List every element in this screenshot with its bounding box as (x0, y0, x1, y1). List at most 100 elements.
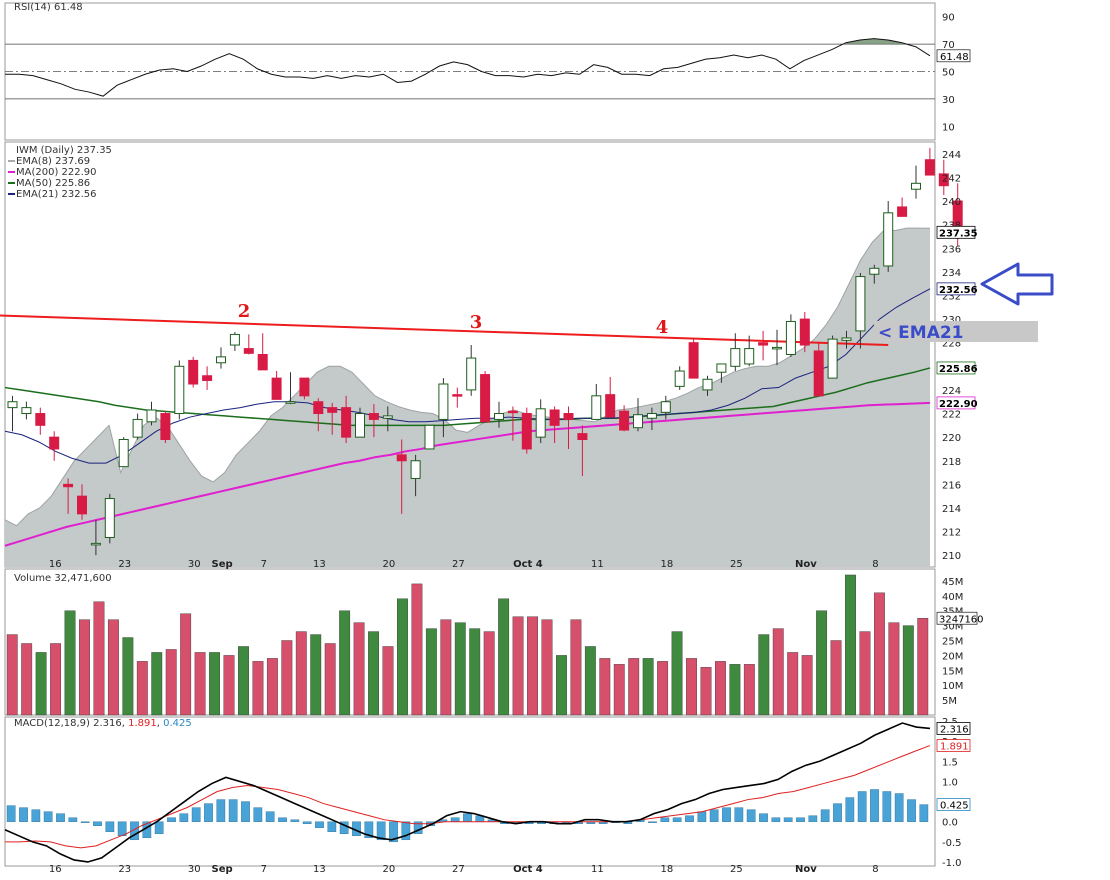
volume-bar (787, 652, 799, 716)
candle-body (772, 346, 782, 350)
volume-bar (310, 634, 322, 716)
candle-body (202, 375, 213, 381)
x-label-18-bottom: 18 (661, 864, 674, 875)
macd-legend-hist: 0.425 (163, 718, 192, 729)
volume-bar (252, 661, 264, 716)
price-tick-218: 218 (942, 457, 961, 468)
ma200-value-label: 222.90 (939, 399, 978, 410)
volume-last-label: 3247160 (939, 614, 984, 625)
volume-bar (368, 631, 379, 716)
candle-body (35, 413, 46, 426)
macd-hist-bar (43, 811, 53, 822)
ma50-line (4, 367, 931, 427)
volume-bar (151, 652, 163, 716)
macd-hist-bar (278, 817, 287, 822)
macd-hist-bar (796, 817, 805, 822)
macd-legend-sep: , (157, 718, 163, 729)
volume-bar (122, 637, 134, 716)
macd-hist-bar (771, 817, 781, 822)
price-tick-242: 242 (942, 173, 961, 184)
volume-bar (830, 640, 842, 716)
candle-body (674, 370, 685, 387)
candle-body (257, 354, 268, 371)
candle-body (424, 424, 435, 450)
macd-hist-bar (833, 803, 842, 822)
hist-value-label-box (936, 798, 971, 811)
volume-bar (79, 619, 90, 716)
candle-body (49, 436, 60, 450)
volume-bar (657, 661, 669, 716)
macd-hist-bar (93, 821, 102, 826)
candle-body (216, 356, 226, 364)
rsi-tick-70: 70 (942, 40, 955, 51)
x-label-13-bottom: 13 (313, 864, 326, 875)
price-tick-232: 232 (942, 291, 961, 302)
ma50-value-label-box (936, 361, 976, 375)
candle-body (549, 409, 560, 426)
volume-bar (512, 616, 524, 716)
candle-body (716, 363, 727, 373)
ema21-value-label-box (936, 282, 976, 296)
candle-body (924, 159, 935, 176)
macd-hist-bar (179, 813, 189, 822)
macd-hist-bar (364, 821, 374, 839)
candle-body (494, 413, 504, 420)
volume-tick-5M: 5M (942, 696, 957, 707)
macd-hist-bar (265, 811, 275, 822)
candle-body (911, 182, 921, 190)
candle-body (7, 401, 18, 409)
legend-ma50: MA(50) 225.86 (16, 178, 90, 189)
volume-bar (209, 652, 220, 716)
volume-bar (425, 628, 437, 716)
candle-body (521, 413, 532, 450)
macd-hist-bar (783, 817, 793, 822)
candle-body (355, 413, 365, 438)
macd-hist-bar (167, 817, 176, 822)
candle-body (785, 320, 796, 356)
candle-body (563, 413, 574, 420)
candle-body (229, 333, 240, 346)
candle-body (452, 394, 463, 397)
volume-bar (469, 628, 481, 716)
price-tick-234: 234 (942, 268, 961, 279)
annotation-3: 3 (470, 312, 483, 333)
volume-bar (888, 622, 900, 716)
candle-body (591, 395, 602, 420)
ema8-area (5, 228, 930, 568)
volume-bar (266, 658, 278, 716)
x-label-25-top: 25 (730, 559, 743, 570)
volume-bar (729, 664, 741, 716)
volume-tick-20M: 20M (942, 651, 963, 662)
legend-ma200: MA(200) 222.90 (16, 167, 97, 178)
candle-body (146, 409, 157, 423)
volume-bar (180, 613, 192, 716)
volume-bar (700, 667, 712, 716)
rsi-last-box (936, 49, 971, 63)
volume-bar (295, 631, 307, 716)
price-tick-236: 236 (942, 244, 961, 255)
volume-bar (411, 583, 423, 716)
volume-tick-30M: 30M (942, 622, 963, 633)
candle-body (160, 413, 171, 440)
volume-bar (772, 628, 784, 716)
last-price-label-box (936, 225, 976, 239)
volume-bar (527, 616, 538, 716)
volume-bar (35, 652, 47, 716)
volume-bar (743, 664, 755, 716)
candle-body (660, 401, 671, 413)
x-label-8-bottom: 8 (872, 864, 878, 875)
macd-hist-bar (31, 809, 41, 822)
panel-frame-3 (4, 716, 936, 867)
macd-hist-bar (820, 809, 830, 822)
volume-bar (483, 631, 495, 716)
last-price-label: 237.35 (939, 228, 978, 239)
price-tick-212: 212 (942, 528, 961, 539)
x-label-nov-top: Nov (795, 559, 817, 570)
macd-hist-bar (204, 803, 213, 822)
volume-tick-15M: 15M (942, 666, 963, 677)
volume-bar (859, 631, 871, 716)
macd-hist-bar (130, 821, 139, 841)
candle-body (827, 338, 838, 379)
ema21-line (4, 288, 931, 464)
